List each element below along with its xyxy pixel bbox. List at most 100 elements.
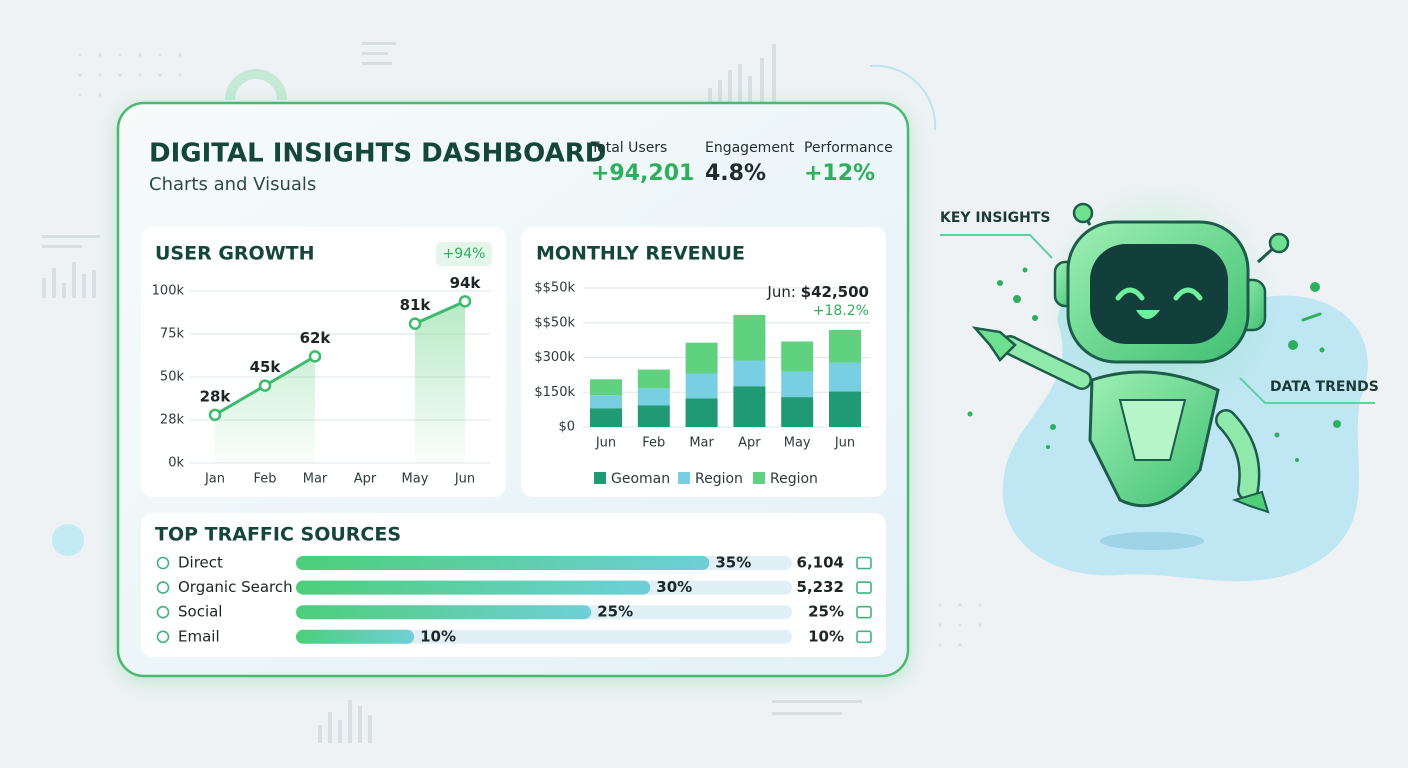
data-label: 45k [250, 358, 282, 376]
row-label: Social [178, 603, 222, 621]
row-total: 25% [808, 603, 844, 621]
x-tick-label: May [402, 472, 429, 487]
annotation-value: $42,500 [801, 283, 869, 301]
row-icon [856, 630, 872, 644]
y-tick-label: $300k [534, 350, 575, 365]
row-label: Organic Search [178, 578, 293, 596]
kpi-value: +12% [804, 161, 875, 186]
decor-bars [42, 42, 862, 743]
row-label: Email [178, 627, 220, 645]
chart-title: USER GROWTH [155, 243, 315, 265]
legend-label: Region [695, 471, 743, 487]
bar-segment [590, 408, 622, 427]
bar-segment [829, 391, 861, 427]
callout-line [1239, 377, 1375, 404]
decor-arc [869, 64, 937, 131]
bar-segment [637, 369, 670, 389]
bar-segment [637, 405, 670, 427]
point [458, 295, 472, 308]
row-total: 10% [808, 627, 844, 645]
bar-segment [590, 395, 622, 409]
data-label: 94k [450, 274, 482, 292]
row-icon [156, 605, 170, 619]
x-tick-label: Mar [689, 436, 714, 451]
x-tick-label: Feb [642, 436, 665, 451]
y-tick-label: $$50k [534, 315, 575, 330]
point [208, 408, 222, 422]
legend-swatch [753, 472, 765, 484]
row-icon [156, 581, 170, 594]
point [408, 317, 422, 330]
x-tick-label: Feb [253, 472, 276, 487]
row-icon [856, 556, 872, 570]
x-tick-label: Jan [204, 472, 225, 487]
bar-segment [733, 386, 766, 427]
kpi-value: 4.8% [705, 161, 766, 186]
dot-grid [78, 53, 982, 647]
bar [296, 556, 710, 570]
row-icon [856, 605, 872, 619]
dashboard-subtitle: Charts and Visuals [149, 174, 316, 195]
annotation-change: +18.2% [813, 303, 869, 319]
bar-segment [637, 388, 670, 406]
data-label: 28k [200, 387, 232, 405]
data-label: 10% [420, 627, 456, 645]
data-label: 81k [400, 296, 432, 314]
legend-label: Geoman [611, 471, 670, 487]
point [308, 350, 322, 363]
bar [296, 629, 415, 644]
x-tick-label: Apr [738, 436, 761, 451]
robot [967, 180, 1368, 582]
legend-label: Region [770, 471, 818, 487]
point [258, 379, 272, 392]
robot-shadow [1100, 532, 1204, 550]
y-tick-label: $$50k [534, 281, 575, 296]
bar [296, 580, 651, 595]
x-tick-label: Jun [834, 436, 855, 451]
y-tick-label: 75k [160, 327, 185, 342]
decor-donut [225, 69, 287, 101]
x-tick-label: May [784, 436, 811, 451]
badge [436, 242, 492, 266]
bar-segment [733, 360, 766, 387]
decor-glow [52, 524, 84, 556]
data-label: 62k [300, 329, 332, 347]
bar [296, 605, 592, 620]
data-label: 25% [597, 603, 633, 621]
x-tick-label: Jun [454, 472, 475, 487]
kpi-label: Performance [804, 140, 893, 156]
row-icon [156, 556, 170, 570]
callout-line [940, 234, 1053, 259]
data-label: 35% [715, 554, 751, 572]
bar-segment [781, 397, 814, 427]
y-tick-label: 50k [160, 370, 185, 385]
callout-label: DATA TRENDS [1270, 379, 1379, 395]
y-tick-label: $0 [558, 420, 575, 435]
bar-segment [829, 329, 861, 363]
bar-segment [685, 373, 718, 399]
annotation: Jun: $42,500 [766, 283, 869, 301]
bar-track [296, 629, 792, 644]
bar-segment [829, 362, 861, 392]
dashboard-title: DIGITAL INSIGHTS DASHBOARD [149, 139, 606, 169]
chart-title: TOP TRAFFIC SOURCES [155, 524, 401, 546]
y-tick-label: 100k [152, 284, 185, 299]
x-tick-label: Mar [303, 472, 328, 487]
data-label: 30% [656, 578, 692, 596]
chart-title: MONTHLY REVENUE [536, 243, 745, 265]
background-decor [42, 42, 982, 743]
kpi-value: +94,201 [591, 161, 694, 186]
legend-swatch [594, 472, 606, 484]
y-tick-label: 0k [168, 456, 184, 471]
y-tick-label: $150k [534, 385, 575, 400]
bar-segment [781, 371, 814, 398]
line-area [215, 301, 465, 463]
row-label: Direct [178, 554, 223, 572]
badge-text: +94% [443, 246, 486, 262]
bar-segment [733, 314, 766, 361]
bar-segment [781, 341, 814, 372]
x-tick-label: Apr [354, 472, 377, 487]
callout-label: KEY INSIGHTS [940, 210, 1050, 226]
row-icon [856, 581, 872, 594]
